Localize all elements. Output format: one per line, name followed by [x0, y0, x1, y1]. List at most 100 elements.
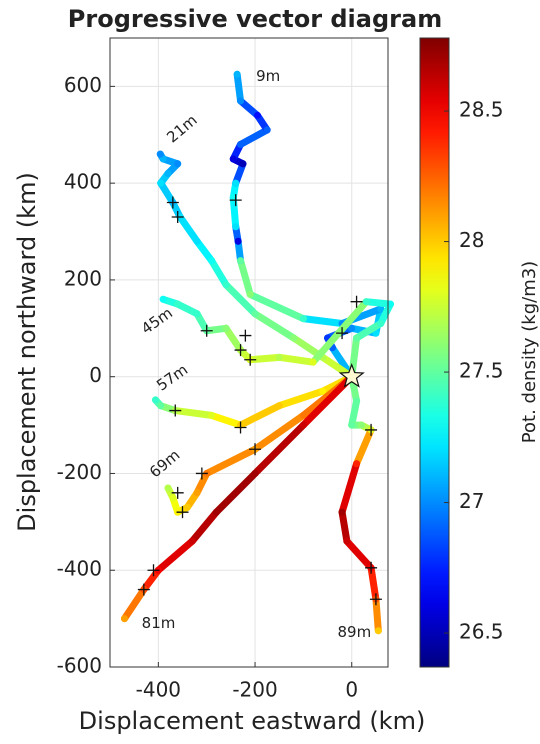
track-point [353, 397, 361, 405]
track-point [232, 223, 240, 231]
y-tick-label: -400 [57, 557, 102, 581]
colorbar-tick-label: 27 [459, 489, 484, 513]
track-segment [309, 298, 370, 366]
track-segment [188, 508, 220, 545]
track-point [253, 111, 261, 119]
track-point [299, 421, 307, 429]
time-marker [166, 196, 179, 209]
time-marker [249, 443, 262, 456]
track-point [348, 324, 356, 332]
chart-title: Progressive vector diagram [68, 5, 442, 33]
track-point [151, 396, 159, 404]
time-marker [171, 486, 184, 499]
time-marker [350, 295, 363, 308]
time-marker [176, 506, 189, 519]
track-point [174, 160, 182, 168]
track-segment [229, 194, 240, 231]
track-point [193, 489, 201, 497]
plot-frame [109, 37, 389, 668]
track-segment [171, 407, 216, 419]
time-marker [369, 593, 382, 606]
track-point [212, 508, 220, 516]
track-segment [338, 460, 361, 516]
track-segment [222, 281, 259, 318]
track-segment [362, 298, 394, 308]
time-marker [169, 404, 182, 417]
trajectory [121, 373, 356, 623]
x-tick-label: -400 [136, 678, 181, 702]
track-point [188, 537, 196, 545]
track-segment [208, 411, 245, 429]
track-segment [251, 310, 298, 342]
track-point [164, 169, 172, 177]
y-tick-label: -600 [57, 654, 102, 678]
track-point [251, 310, 259, 318]
x-axis-label: Displacement eastward (km) [79, 707, 426, 735]
track-point [237, 97, 245, 105]
track-point [169, 494, 177, 502]
track-point [193, 237, 201, 245]
track-segment [157, 179, 177, 207]
track-point [237, 257, 245, 265]
track-segment [212, 469, 259, 516]
time-marker [147, 564, 160, 577]
track-point [232, 179, 240, 187]
track-point [157, 179, 165, 187]
time-marker [336, 327, 349, 340]
y-axis-label: Displacement northward (km) [13, 172, 41, 532]
track-segment [246, 290, 307, 323]
track-point [164, 484, 172, 492]
track-segment [338, 508, 351, 545]
track-point [174, 300, 182, 308]
series-label: 89m [337, 623, 371, 641]
y-tick-label: 200 [64, 266, 102, 290]
time-marker [200, 324, 213, 337]
track-point [183, 503, 191, 511]
start-star [338, 362, 365, 388]
colorbar-tick-label: 28.5 [459, 98, 504, 122]
track-segment [299, 315, 346, 327]
time-marker [365, 423, 378, 436]
time-marker [195, 467, 208, 480]
track-point [233, 70, 241, 78]
track-segment [237, 257, 254, 298]
track-point [193, 310, 201, 318]
colorbar-tick-label: 26.5 [459, 620, 504, 644]
track-segment [203, 445, 259, 477]
track-point [275, 353, 283, 361]
track-point [222, 324, 230, 332]
track-point [348, 421, 356, 429]
track-point [246, 290, 254, 298]
track-point [275, 402, 283, 410]
series-label: 81m [142, 614, 176, 632]
track-point [353, 460, 361, 468]
track-point [319, 387, 327, 395]
time-marker [239, 329, 252, 342]
track-point [157, 402, 165, 410]
y-tick-label: 600 [64, 73, 102, 97]
plot-area [110, 38, 388, 667]
track-point [377, 305, 385, 313]
track-point [251, 469, 259, 477]
track-point [338, 508, 346, 516]
track-segment [193, 237, 216, 265]
track-segment [348, 397, 361, 429]
track-point [234, 237, 242, 245]
track-segment [275, 387, 327, 410]
track-segment [222, 324, 245, 354]
track-segment [237, 97, 261, 119]
track-point [357, 421, 365, 429]
track-point [156, 150, 164, 158]
track-point [239, 160, 247, 168]
track-segment [176, 213, 201, 245]
time-marker [229, 194, 242, 207]
track-point [343, 537, 351, 545]
x-tick-label: -200 [232, 678, 277, 702]
time-marker [171, 211, 184, 224]
track-segment [233, 70, 245, 105]
track-segment [140, 566, 162, 594]
track-segment [251, 421, 307, 477]
track-point [208, 411, 216, 419]
y-tick-label: 400 [64, 170, 102, 194]
y-tick-label: 0 [89, 363, 102, 387]
